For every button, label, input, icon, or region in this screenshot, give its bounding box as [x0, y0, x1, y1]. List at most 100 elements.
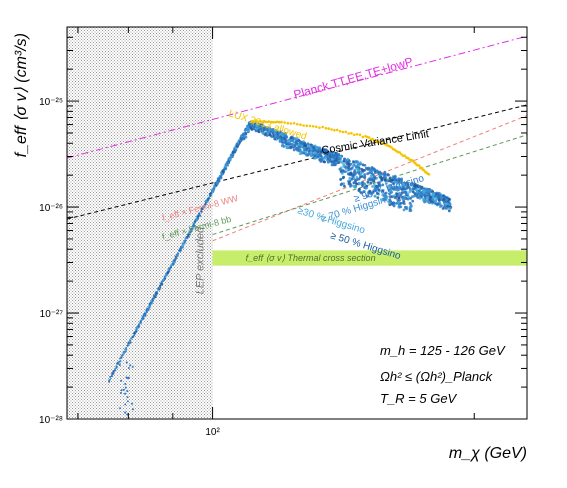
scatter-point [304, 148, 308, 152]
scatter-point [347, 162, 351, 166]
scatter-point [122, 388, 125, 391]
scatter-point [124, 349, 127, 352]
scatter-point [195, 217, 198, 220]
scatter-point [301, 142, 305, 146]
scatter-point [314, 151, 317, 155]
y-tick-label: 10⁻²⁶ [39, 203, 63, 214]
scatter-point [323, 157, 327, 160]
scatter-point [388, 179, 392, 183]
scatter-point [139, 321, 142, 324]
scatter-point [246, 129, 250, 133]
scatter-point [406, 197, 410, 201]
scatter-point [125, 347, 128, 349]
scatter-point [244, 132, 248, 135]
scatter-point [119, 392, 122, 394]
scatter-point [381, 183, 385, 187]
scatter-point [242, 135, 246, 139]
y-tick-label: 10⁻²⁸ [39, 415, 63, 426]
scatter-point [139, 319, 142, 322]
scatter-point [168, 267, 171, 270]
scatter-point [308, 145, 312, 148]
scatter-point [326, 160, 330, 164]
scatter-point [425, 195, 429, 199]
scatter-point [274, 129, 278, 132]
scatter-point [312, 147, 316, 151]
scatter-point [181, 245, 184, 247]
scatter-point [126, 390, 129, 393]
scatter-point [432, 196, 436, 200]
lux-point [273, 121, 277, 124]
scatter-point [124, 411, 127, 414]
higgsino-scatter-cloud [108, 120, 453, 416]
scatter-point [420, 195, 424, 199]
scatter-point [149, 302, 152, 305]
scatter-point [418, 185, 422, 189]
scatter-point [300, 144, 304, 148]
scatter-point [375, 192, 379, 195]
scatter-point [413, 192, 417, 195]
fermi-bb-line [212, 134, 527, 236]
lux-point [261, 120, 264, 124]
scatter-point [116, 362, 119, 365]
scatter-point [434, 202, 438, 206]
scatter-point [389, 200, 392, 204]
scatter-point [384, 182, 388, 185]
scatter-point [193, 220, 196, 223]
scatter-point [236, 145, 240, 148]
scatter-point [182, 243, 185, 246]
scatter-point [409, 209, 413, 213]
scatter-point [276, 132, 280, 136]
scatter-point [158, 285, 161, 287]
scatter-point [363, 173, 367, 176]
scatter-point [339, 155, 342, 159]
scatter-point [427, 193, 431, 197]
scatter-point [184, 237, 187, 240]
scatter-point [316, 155, 320, 159]
scatter-point [322, 160, 326, 164]
scatter-point [278, 136, 282, 140]
lux-point [327, 127, 331, 130]
scatter-point [400, 187, 404, 191]
scatter-point [339, 177, 343, 181]
scatter-point [151, 300, 154, 303]
scatter-point [415, 194, 418, 198]
scatter-point [176, 254, 179, 257]
scatter-point [422, 197, 425, 201]
y-axis-label: f_eff ⟨σ v⟩ (cm³/s) [13, 33, 30, 157]
scatter-point [190, 228, 193, 231]
scatter-point [261, 131, 265, 135]
scatter-point [327, 152, 331, 156]
scatter-point [350, 177, 354, 181]
scatter-point [295, 142, 299, 145]
scatter-point [308, 151, 312, 155]
scatter-point [422, 190, 426, 193]
scatter-point [339, 183, 343, 187]
scatter-point [338, 167, 342, 171]
scatter-point [342, 159, 346, 163]
scatter-point [148, 303, 151, 306]
lux-point [398, 151, 402, 154]
scatter-point [198, 212, 201, 215]
lux-point [252, 120, 256, 123]
scatter-point [367, 167, 371, 171]
scatter-point [319, 158, 322, 162]
scatter-point [329, 155, 333, 159]
scatter-point [229, 154, 233, 158]
lux-point [299, 123, 302, 126]
scatter-point [256, 123, 260, 126]
scatter-point [435, 197, 438, 201]
scatter-point [355, 182, 359, 186]
scatter-point [147, 308, 150, 311]
scatter-point [127, 342, 130, 345]
lux-point [321, 125, 325, 129]
scatter-point [370, 166, 374, 170]
lux-point [353, 133, 356, 137]
scatter-point [142, 317, 144, 320]
scatter-point [370, 192, 373, 196]
scatter-point [448, 203, 452, 206]
scatter-point [200, 210, 203, 213]
scatter-point [124, 392, 127, 395]
scatter-point [224, 167, 227, 171]
scatter-point [407, 195, 411, 199]
lux-point [283, 121, 286, 124]
